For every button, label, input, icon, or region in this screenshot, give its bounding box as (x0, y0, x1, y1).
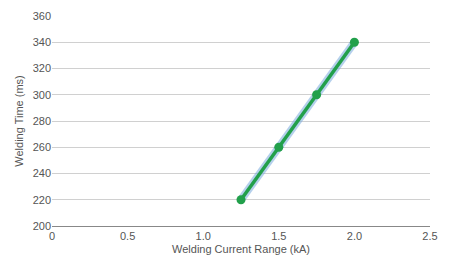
svg-text:220: 220 (33, 194, 51, 206)
svg-text:Welding Current Range (kA): Welding Current Range (kA) (172, 243, 310, 255)
svg-text:0: 0 (49, 230, 55, 242)
svg-text:2.5: 2.5 (422, 230, 437, 242)
svg-text:280: 280 (33, 115, 51, 127)
svg-text:0.5: 0.5 (120, 230, 135, 242)
svg-text:260: 260 (33, 141, 51, 153)
svg-text:320: 320 (33, 62, 51, 74)
svg-text:340: 340 (33, 36, 51, 48)
svg-text:300: 300 (33, 89, 51, 101)
svg-text:1.5: 1.5 (271, 230, 286, 242)
svg-text:2.0: 2.0 (347, 230, 362, 242)
svg-text:Welding Time (ms): Welding Time (ms) (13, 75, 25, 166)
svg-text:1.0: 1.0 (196, 230, 211, 242)
svg-text:200: 200 (33, 220, 51, 232)
svg-text:360: 360 (33, 10, 51, 22)
svg-text:240: 240 (33, 167, 51, 179)
